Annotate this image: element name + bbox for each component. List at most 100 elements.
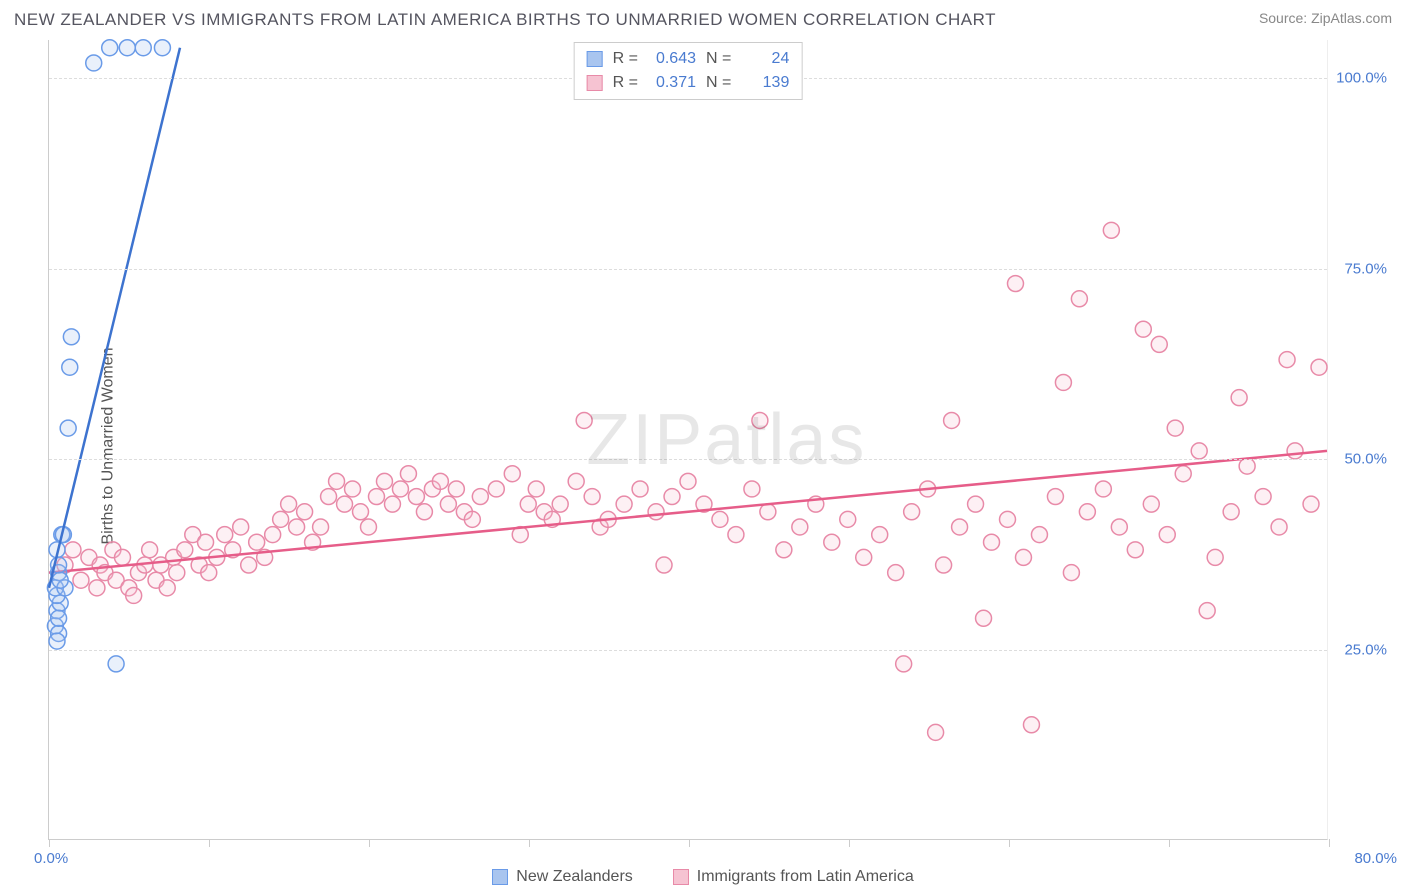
scatter-point — [1207, 549, 1223, 565]
scatter-point — [353, 504, 369, 520]
n-label-la: N = — [706, 71, 731, 95]
scatter-point — [1199, 603, 1215, 619]
scatter-point — [126, 587, 142, 603]
scatter-point — [432, 473, 448, 489]
scatter-point — [1167, 420, 1183, 436]
scatter-point — [86, 55, 102, 71]
scatter-point — [1079, 504, 1095, 520]
scatter-point — [361, 519, 377, 535]
scatter-point — [177, 542, 193, 558]
scatter-point — [1255, 489, 1271, 505]
y-tick-label: 100.0% — [1336, 70, 1387, 87]
r-label-la: R = — [613, 71, 638, 95]
gridline-h — [49, 269, 1327, 270]
chart-title: NEW ZEALANDER VS IMMIGRANTS FROM LATIN A… — [14, 10, 996, 30]
scatter-point — [1103, 222, 1119, 238]
scatter-point — [752, 412, 768, 428]
scatter-point — [62, 359, 78, 375]
swatch-nz — [587, 51, 603, 67]
scatter-point — [448, 481, 464, 497]
x-tick-max: 80.0% — [1354, 850, 1397, 867]
scatter-point — [198, 534, 214, 550]
scatter-point — [1311, 359, 1327, 375]
scatter-point — [664, 489, 680, 505]
scatter-point — [49, 633, 65, 649]
scatter-point — [1175, 466, 1191, 482]
scatter-point — [1271, 519, 1287, 535]
scatter-point — [744, 481, 760, 497]
scatter-point — [1279, 352, 1295, 368]
x-tick — [49, 839, 50, 847]
scatter-point — [1223, 504, 1239, 520]
bottom-legend: New Zealanders Immigrants from Latin Ame… — [0, 868, 1406, 886]
gridline-h — [49, 650, 1327, 651]
scatter-point — [1303, 496, 1319, 512]
scatter-point — [656, 557, 672, 573]
scatter-point — [102, 40, 118, 56]
n-label-nz: N = — [706, 47, 731, 71]
scatter-point — [321, 489, 337, 505]
legend-swatch-la — [673, 869, 689, 885]
scatter-point — [1231, 390, 1247, 406]
scatter-point — [1008, 276, 1024, 292]
scatter-point — [1287, 443, 1303, 459]
scatter-point — [576, 412, 592, 428]
scatter-point — [65, 542, 81, 558]
scatter-point — [233, 519, 249, 535]
scatter-point — [369, 489, 385, 505]
scatter-point — [345, 481, 361, 497]
scatter-point — [1143, 496, 1159, 512]
scatter-point — [154, 40, 170, 56]
r-value-nz: 0.643 — [648, 47, 696, 71]
scatter-point — [1151, 336, 1167, 352]
scatter-point — [472, 489, 488, 505]
scatter-point — [760, 504, 776, 520]
scatter-point — [1071, 291, 1087, 307]
scatter-point — [63, 329, 79, 345]
scatter-point — [976, 610, 992, 626]
x-tick — [689, 839, 690, 847]
scatter-point — [337, 496, 353, 512]
scatter-point — [488, 481, 504, 497]
scatter-point — [297, 504, 313, 520]
scatter-point — [1031, 527, 1047, 543]
scatter-point — [1159, 527, 1175, 543]
scatter-point — [1127, 542, 1143, 558]
r-value-la: 0.371 — [648, 71, 696, 95]
scatter-point — [89, 580, 105, 596]
x-tick — [369, 839, 370, 847]
scatter-point — [520, 496, 536, 512]
scatter-point — [241, 557, 257, 573]
scatter-point — [968, 496, 984, 512]
x-tick — [209, 839, 210, 847]
scatter-point — [201, 565, 217, 581]
scatter-point — [648, 504, 664, 520]
scatter-point — [265, 527, 281, 543]
scatter-point — [944, 412, 960, 428]
scatter-point — [952, 519, 968, 535]
scatter-point — [392, 481, 408, 497]
n-value-la: 139 — [741, 71, 789, 95]
legend-label-nz: New Zealanders — [516, 868, 633, 886]
scatter-point — [464, 511, 480, 527]
x-tick — [1009, 839, 1010, 847]
scatter-point — [1047, 489, 1063, 505]
scatter-point — [313, 519, 329, 535]
scatter-point — [142, 542, 158, 558]
scatter-point — [73, 572, 89, 588]
scatter-point — [51, 610, 67, 626]
source-label: Source: ZipAtlas.com — [1259, 10, 1392, 26]
scatter-point — [984, 534, 1000, 550]
scatter-point — [1095, 481, 1111, 497]
stats-row-la: R = 0.371 N = 139 — [587, 71, 790, 95]
scatter-point — [249, 534, 265, 550]
scatter-point — [108, 656, 124, 672]
scatter-point — [792, 519, 808, 535]
y-tick-label: 50.0% — [1344, 451, 1387, 468]
x-tick — [1169, 839, 1170, 847]
gridline-h — [49, 459, 1327, 460]
scatter-point — [928, 724, 944, 740]
scatter-point — [1111, 519, 1127, 535]
scatter-point — [824, 534, 840, 550]
scatter-point — [680, 473, 696, 489]
